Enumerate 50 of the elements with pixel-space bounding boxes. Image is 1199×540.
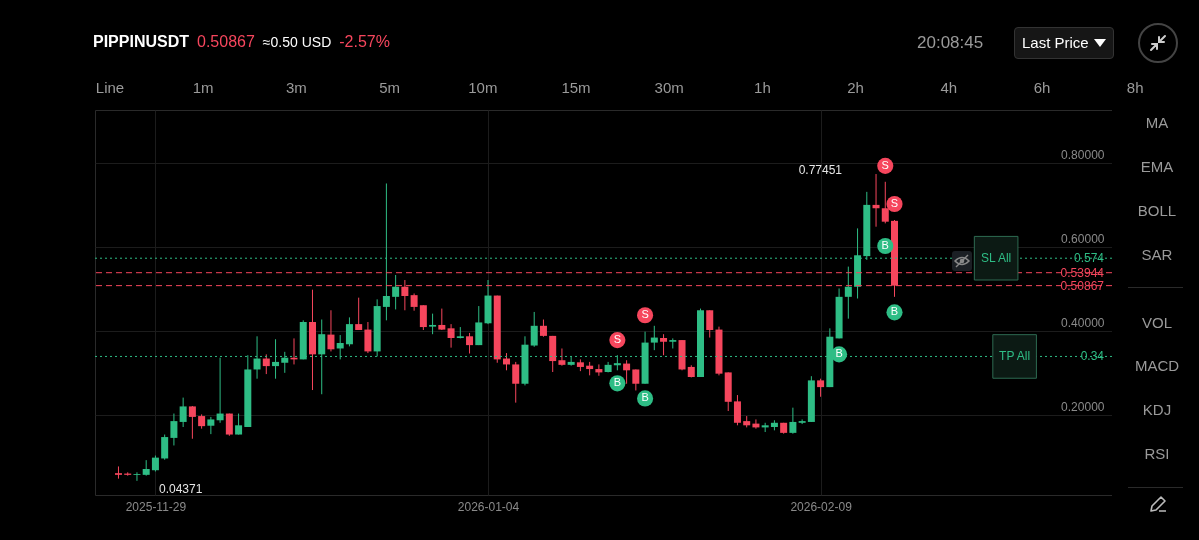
text: MACD [1134,356,1180,374]
text: EMA [1140,157,1174,175]
text: MA [1145,113,1169,131]
data-label: B [881,239,889,252]
data-label: B [890,305,899,318]
text: 15m [561,79,591,96]
text: 2h [847,79,864,96]
data-label: B [613,376,622,389]
y-tick-label: 0.80000 [1061,147,1105,162]
annotation: TP All [999,349,1031,364]
text: SAR [1141,245,1173,263]
x-tick-label: 2025-11-29 [125,499,187,514]
data-label: B [641,391,649,404]
text: Last Price [1014,27,1114,59]
text: -2.57% [339,33,390,51]
text: Line [95,79,125,96]
data-label: S [890,197,899,210]
text: ≈0.50 USD [262,34,332,50]
text: 4h [940,79,958,96]
data-label: S [613,333,622,346]
text: RSI [1144,444,1170,462]
annotation: 0.04371 [158,481,203,496]
ref-line-label: 0.53944 [1060,265,1105,280]
text: 8h [1126,79,1144,96]
ref-line-label: 0.50867 [1060,278,1105,293]
y-tick-label: 0.40000 [1061,315,1105,330]
text: 1m [192,79,214,96]
chart-title: PIPPINUSDT [93,33,190,51]
text: 30m [654,79,684,96]
x-tick-label: 2026-01-04 [457,499,520,514]
ref-line-label: 0.34 [1080,349,1105,364]
text: 1h [754,79,771,96]
annotation: SL All [981,251,1012,266]
y-tick-label: 0.20000 [1061,399,1105,414]
text: 0.50867 [197,33,255,51]
text: BOLL [1137,201,1177,219]
text: 20:08:45 [917,33,984,53]
data-label: S [641,308,649,321]
text: 6h [1033,79,1051,96]
x-tick-label: 2026-02-09 [790,499,853,514]
annotation: 0.77451 [798,163,843,178]
ref-line-label: 0.574 [1073,251,1105,266]
text: 10m [468,79,498,96]
text: 5m [379,79,401,96]
text: KDJ [1142,400,1172,418]
data-label: B [835,347,843,360]
text: VOL [1141,313,1173,331]
y-tick-label: 0.60000 [1061,231,1105,246]
data-label: S [881,158,889,171]
text: 3m [285,79,307,96]
